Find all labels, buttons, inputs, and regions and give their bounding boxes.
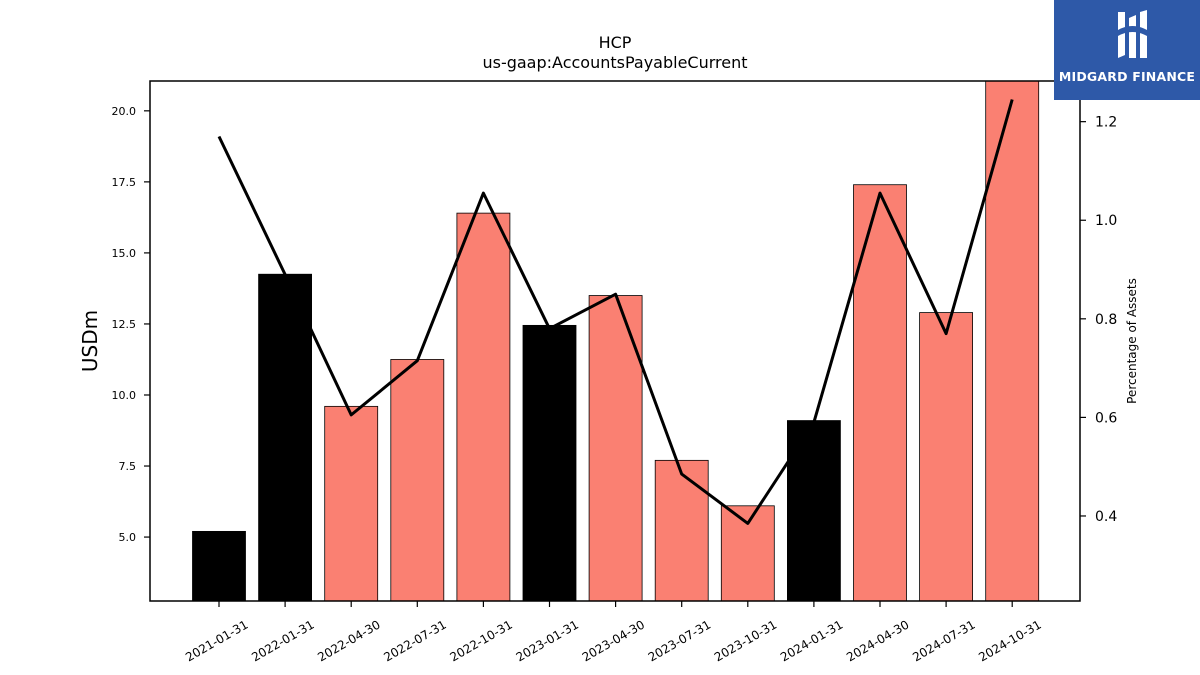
x-tick-label: 2022-07-31 bbox=[381, 617, 448, 664]
y2-tick-label: 0.4 bbox=[1095, 509, 1117, 525]
x-tick-label: 2024-01-31 bbox=[778, 617, 845, 664]
y-tick-label: 5.0 bbox=[119, 531, 137, 544]
bar-2024-04-30 bbox=[853, 184, 907, 602]
bar-2023-01-31 bbox=[522, 324, 577, 602]
bar-2022-07-31 bbox=[390, 359, 445, 602]
y-tick-label: 10.0 bbox=[112, 389, 137, 402]
x-tick-label: 2022-10-31 bbox=[447, 617, 514, 664]
bar-2022-01-31 bbox=[258, 273, 313, 602]
bar-2024-10-31 bbox=[985, 80, 1040, 602]
y2-tick-label: 0.8 bbox=[1095, 312, 1117, 328]
brand-name: MIDGARD FINANCE bbox=[1058, 69, 1196, 84]
y-axis-left: 5.0 7.5 10.0 12.5 15.0 17.5 20.0 bbox=[112, 105, 150, 544]
x-tick-label: 2023-10-31 bbox=[712, 617, 779, 664]
chart-title: HCP bbox=[599, 33, 632, 52]
x-tick-label: 2022-04-30 bbox=[315, 617, 382, 664]
x-tick-label: 2024-04-30 bbox=[844, 617, 911, 664]
x-tick-label: 2022-01-31 bbox=[249, 617, 316, 664]
bar-group bbox=[192, 80, 1040, 602]
y-axis-label: USDm bbox=[78, 310, 102, 372]
percentage-line bbox=[217, 99, 1014, 525]
y-tick-label: 7.5 bbox=[119, 460, 137, 473]
y2-tick-label: 0.6 bbox=[1095, 410, 1117, 426]
chart-subtitle: us-gaap:AccountsPayableCurrent bbox=[482, 53, 747, 72]
line-group bbox=[217, 99, 1014, 525]
y-tick-label: 20.0 bbox=[112, 105, 137, 118]
x-tick-label: 2021-01-31 bbox=[183, 617, 250, 664]
x-tick-label: 2024-10-31 bbox=[976, 617, 1043, 664]
bar-2024-01-31 bbox=[787, 420, 841, 602]
x-tick-label: 2024-07-31 bbox=[910, 617, 977, 664]
bar-2022-10-31 bbox=[456, 212, 511, 602]
bar-2024-07-31 bbox=[919, 312, 973, 602]
x-tick-label: 2023-07-31 bbox=[646, 617, 713, 664]
brand-logo: MIDGARD FINANCE bbox=[1054, 0, 1200, 100]
y-tick-label: 15.0 bbox=[112, 247, 137, 260]
bar-2023-10-31 bbox=[720, 505, 775, 602]
y-tick-label: 17.5 bbox=[112, 176, 137, 189]
bar-2023-07-31 bbox=[654, 459, 709, 602]
brand-mark-icon bbox=[1118, 10, 1147, 58]
y-axis-right: 0.4 0.6 0.8 1.0 1.2 bbox=[1080, 115, 1117, 525]
y2-tick-label: 1.0 bbox=[1095, 213, 1117, 229]
bar-2022-04-30 bbox=[324, 405, 379, 602]
y2-tick-label: 1.2 bbox=[1095, 115, 1117, 131]
y-tick-label: 12.5 bbox=[112, 318, 137, 331]
x-tick-label: 2023-01-31 bbox=[514, 617, 581, 664]
y2-axis-label: Percentage of Assets bbox=[1125, 278, 1139, 404]
x-axis: 2021-01-312022-01-312022-04-302022-07-31… bbox=[183, 601, 1044, 664]
bar-2021-01-31 bbox=[192, 530, 246, 602]
x-tick-label: 2023-04-30 bbox=[580, 617, 647, 664]
